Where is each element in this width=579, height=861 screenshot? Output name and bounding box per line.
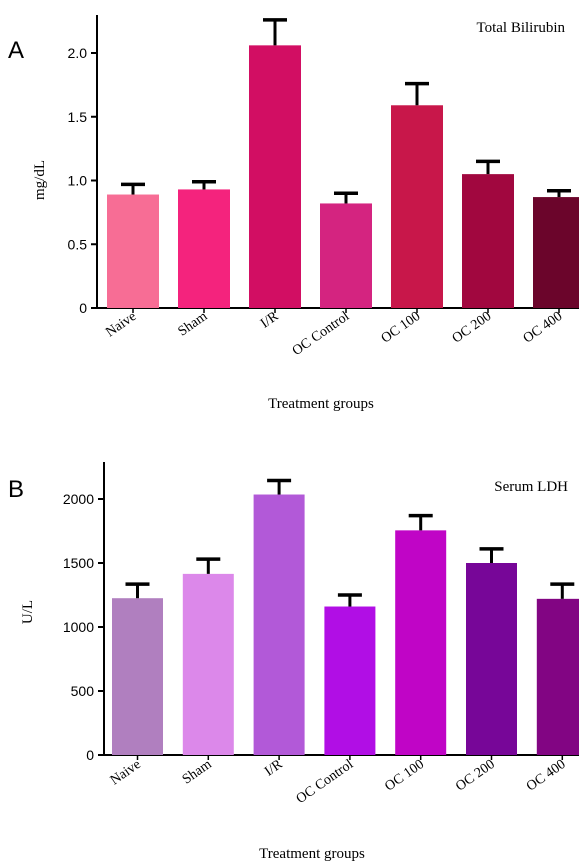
panel-b-x-tick-label: I/R: [262, 757, 286, 780]
panel-b-y-tick-label: 0: [86, 747, 94, 763]
panel-a-chart: A Total Bilirubin mg/dL Treatment groups…: [8, 15, 579, 412]
panel-b-x-tick-label: OC 100: [382, 757, 427, 794]
panel-b-bar-0: [112, 598, 163, 755]
panel-b-bar-2: [253, 494, 305, 755]
panel-a-bar-1: [178, 189, 230, 308]
panel-b-bar-3: [324, 606, 376, 755]
panel-a-x-tick-label: OC 100: [379, 309, 424, 346]
panel-a-y-axis-label: mg/dL: [32, 160, 48, 200]
panel-b-x-tick-label: Sham: [180, 757, 215, 788]
panel-a-bar-3: [320, 203, 372, 308]
panel-b-y-tick-label: 500: [71, 683, 95, 699]
panel-b-chart: B Serum LDH U/L Treatment groups 0 500 100…: [8, 462, 579, 861]
panel-a-x-tick-label: OC Control: [290, 309, 353, 359]
panel-b-y-tick-label: 1500: [63, 555, 94, 571]
panel-a-bar-5: [462, 174, 514, 308]
panel-b-title: Serum LDH: [494, 479, 568, 495]
panel-a-y-tick-label: 1.5: [68, 109, 88, 125]
panel-b-bar-5: [466, 563, 517, 755]
panel-a-label: A: [8, 37, 24, 64]
panel-a-y-tick-label: 2.0: [68, 45, 88, 61]
panel-a-bar-4: [391, 105, 443, 309]
panel-b-label: B: [8, 476, 24, 503]
panel-a-y-tick-label: 1.0: [68, 173, 88, 189]
panel-a-bar-6: [533, 197, 579, 308]
panel-b-x-tick-label: OC Control: [294, 757, 357, 807]
panel-a-x-tick-label: I/R: [258, 309, 282, 332]
panel-a-x-tick-label: Sham: [176, 309, 211, 340]
panel-a-y-tick-label: 0: [79, 300, 87, 316]
panel-b-y-axis-label: U/L: [20, 600, 36, 624]
panel-a-y-tick-label: 0.5: [68, 236, 88, 252]
panel-b-bar-6: [536, 598, 579, 755]
panel-a-x-tick-label: OC 400: [521, 309, 566, 346]
panel-b-y-tick-label: 2000: [63, 491, 94, 507]
panel-b-bar-1: [182, 573, 234, 755]
panel-b-x-axis-label: Treatment groups: [259, 846, 365, 861]
panel-b-x-tick-label: Naive: [108, 757, 144, 788]
panel-b-bar-4: [395, 530, 447, 755]
panel-b-x-tick-label: OC 400: [524, 757, 569, 794]
panel-a-marks: 0 0.5 1.0 1.5 2.0 Naive Sham I/R OC Control OC 10…: [68, 15, 579, 359]
panel-a-bar-0: [107, 194, 159, 308]
panel-a-x-axis-label: Treatment groups: [268, 396, 374, 412]
panel-a-x-tick-label: Naive: [103, 309, 139, 340]
panel-a-x-tick-label: OC 200: [450, 309, 495, 346]
panel-a-title: Total Bilirubin: [476, 20, 565, 36]
panel-b-marks: 0 500 1000 1500 2000 Naive Sham I/R OC Control OC…: [63, 462, 579, 807]
panel-a-bar-2: [249, 45, 301, 308]
panel-b-x-tick-label: OC 200: [453, 757, 498, 794]
panel-b-y-tick-label: 1000: [63, 619, 94, 635]
